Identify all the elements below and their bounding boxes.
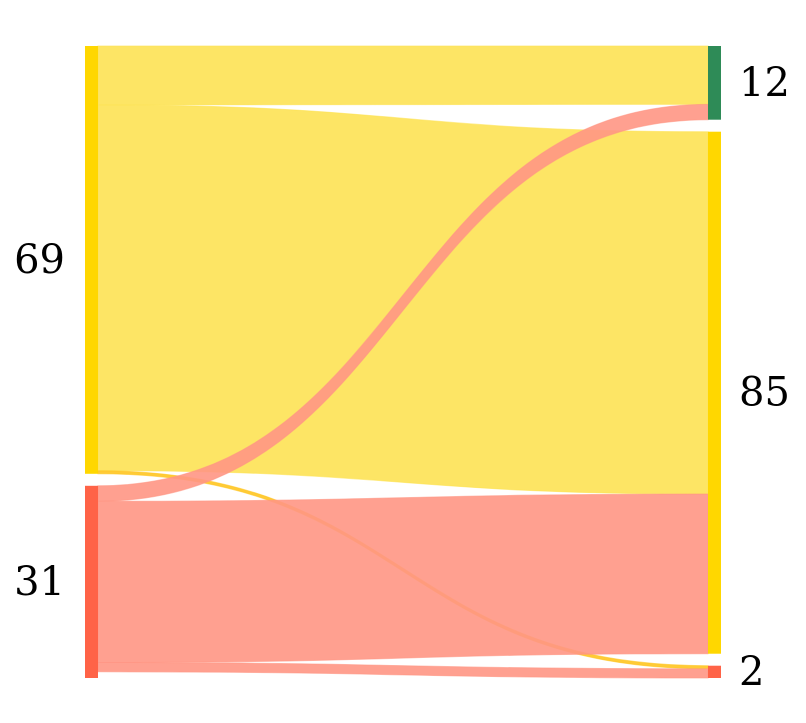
sankey-nodes: [85, 46, 721, 678]
sankey-link-L2-R1: [97, 103, 709, 502]
sankey-node-label-R2: 85: [739, 370, 790, 416]
sankey-node-L2: [85, 485, 98, 678]
sankey-links: [97, 45, 709, 679]
sankey-link-L1-R1: [97, 45, 709, 106]
sankey-link-L2-R3: [97, 661, 709, 679]
sankey-node-R2: [708, 131, 721, 654]
sankey-node-R3: [708, 665, 721, 678]
sankey-labels: 69 31 12 85 2: [14, 60, 790, 695]
sankey-link-L2-R2: [97, 493, 709, 664]
sankey-node-label-R1: 12: [739, 60, 790, 106]
sankey-node-label-L2: 31: [14, 559, 65, 605]
sankey-node-label-L1: 69: [14, 237, 65, 283]
sankey-node-R1: [708, 46, 721, 120]
sankey-node-L1: [85, 46, 98, 474]
sankey-node-label-R3: 2: [739, 649, 764, 695]
